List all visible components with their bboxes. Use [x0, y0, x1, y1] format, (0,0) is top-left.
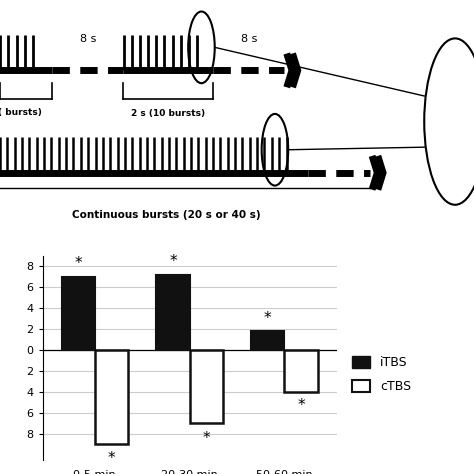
Text: ( bursts): ( bursts) — [0, 108, 42, 117]
Text: 8 s: 8 s — [80, 34, 96, 44]
Bar — [156, 275, 190, 350]
Legend: iTBS, cTBS: iTBS, cTBS — [352, 356, 411, 393]
Text: 2 s (10 bursts): 2 s (10 bursts) — [131, 109, 205, 118]
Text: *: * — [74, 255, 82, 271]
Bar — [251, 331, 284, 350]
Text: Continuous bursts (20 s or 40 s): Continuous bursts (20 s or 40 s) — [72, 210, 260, 219]
Bar — [95, 350, 128, 444]
Bar — [284, 350, 318, 392]
Text: *: * — [202, 430, 210, 446]
Text: *: * — [169, 254, 177, 268]
Text: 8 s: 8 s — [241, 34, 257, 44]
Text: *: * — [297, 398, 305, 413]
Text: *: * — [264, 311, 272, 326]
Bar — [190, 350, 223, 423]
Bar — [62, 277, 95, 350]
Text: *: * — [108, 451, 115, 466]
